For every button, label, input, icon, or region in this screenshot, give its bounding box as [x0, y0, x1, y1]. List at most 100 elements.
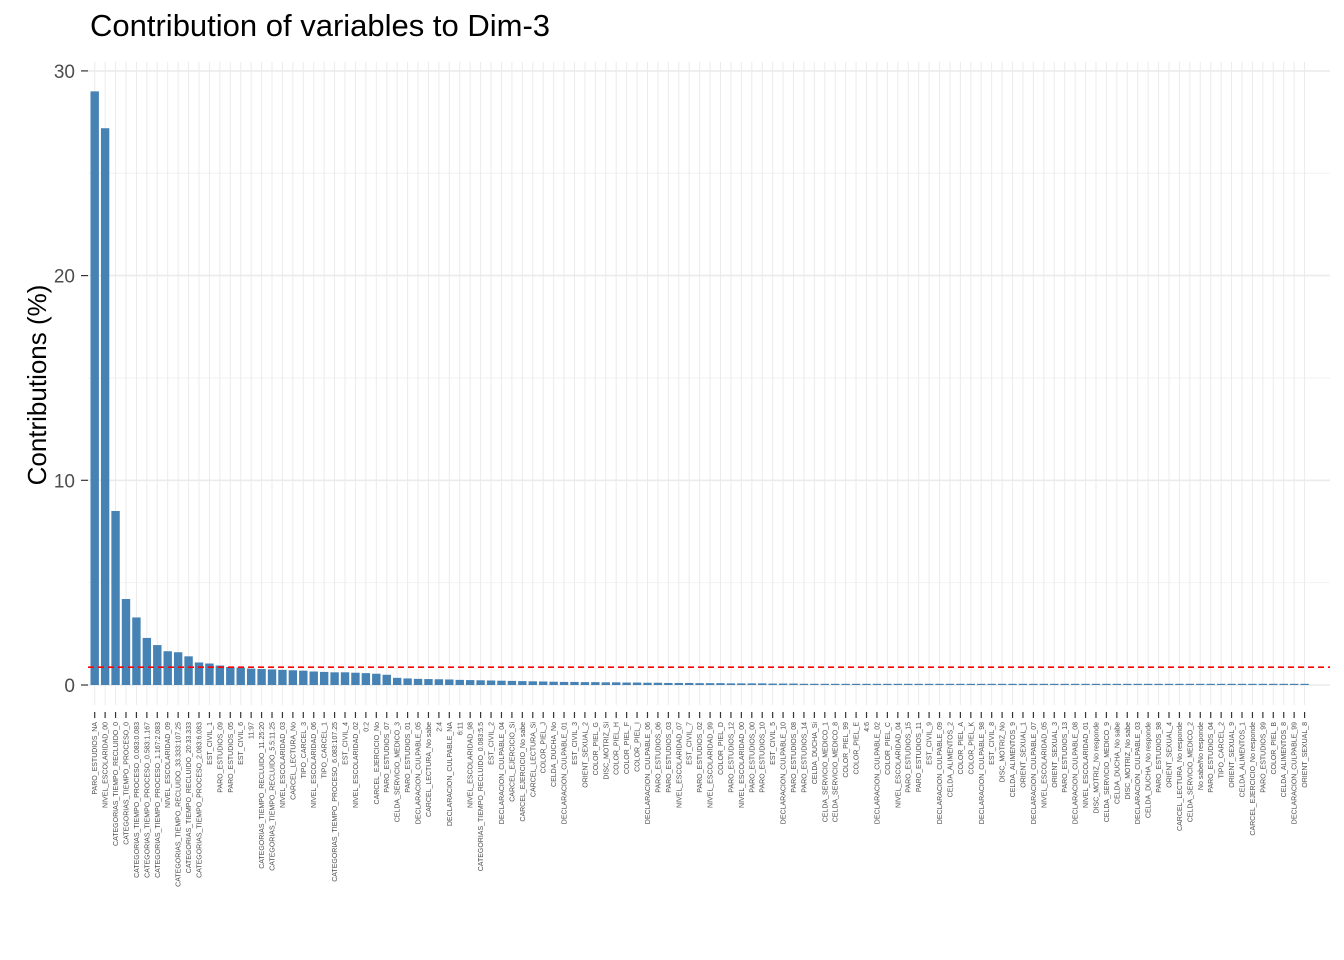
bar [737, 683, 746, 685]
x-tick-label: COLOR_PIEL_A [958, 722, 965, 775]
bar [153, 645, 162, 685]
bar [893, 683, 903, 685]
bar [862, 683, 871, 685]
bar [653, 682, 663, 685]
x-tick-label: COLOR_PIEL_99 [843, 722, 850, 778]
x-tick-label: NIVEL_ESCOLARIDAD_06 [311, 722, 318, 808]
bar [1039, 683, 1049, 685]
x-tick-label: CARCEL_LECTURA_Si [530, 722, 537, 798]
x-tick-label: DECLARACION_CULPABLE_04 [499, 722, 506, 824]
x-tick-label: DISC_MOTRIZ_No responde [1093, 722, 1100, 814]
x-tick-label: CELDA_DUCHA_Si [812, 722, 819, 785]
x-tick-label: EST_CIVIL_5 [770, 722, 777, 765]
bar [486, 680, 496, 685]
bar [1133, 683, 1142, 685]
x-tick-label: PARO_ESTUDIOS_00 [749, 722, 756, 793]
x-tick-label: CELDA_SERVICIO_MEDICO_2 [1187, 722, 1194, 822]
x-tick-label: NIVEL_ESCOLARIDAD_02 [353, 722, 360, 808]
x-tick-label: DECLARACION_CULPABLE_01 [562, 722, 569, 824]
x-tick-label: ORIENT_SEXUAL_9 [1229, 722, 1236, 788]
bar [914, 683, 923, 685]
x-tick-label: CELDA_DUCHA_No responde [1146, 722, 1153, 818]
x-tick-label: PARO_ESTUDIOS_02 [697, 722, 704, 793]
x-tick-label: PARO_ESTUDIOS_01 [405, 722, 412, 793]
bar [173, 652, 183, 685]
x-tick-label: PARO_ESTUDIOS_98 [1156, 722, 1163, 793]
bar [413, 678, 423, 685]
x-tick-label: NIVEL_ESCOLARIDAD_98 [468, 722, 475, 808]
bar [1102, 683, 1111, 685]
bar [1300, 683, 1309, 685]
bar [257, 669, 266, 685]
x-tick-label: PARO_ESTUDIOS_11 [916, 722, 923, 792]
x-tick-label: COLOR_PIEL_K [968, 722, 975, 775]
bar [580, 682, 590, 685]
bar [559, 681, 569, 685]
x-tick-label: CATEGORIAS_TIEMPO_PROCESO_6.083:107.25 [332, 722, 339, 882]
bar-layer [90, 91, 1309, 686]
bar [987, 683, 996, 685]
x-tick-label: PARO_ESTUDIOS_15 [906, 722, 913, 793]
bar [392, 677, 402, 685]
bar [434, 679, 444, 685]
bar [820, 683, 829, 685]
bar [685, 682, 694, 685]
bar [632, 682, 642, 685]
x-tick-label: COLOR_PIEL_E [854, 722, 861, 775]
bar [299, 670, 308, 685]
x-tick-label: CELDA_SERVICIO_MEDICO_3 [395, 722, 402, 822]
bar [935, 683, 944, 685]
bar [455, 679, 464, 685]
x-tick-label: DECLARACION_CULPABLE_06 [645, 722, 652, 824]
y-axis-title: Contributions (%) [22, 285, 52, 486]
bar [591, 682, 600, 685]
bar [768, 683, 777, 685]
bar [340, 672, 350, 685]
x-tick-label: EST_CIVIL_7 [687, 722, 694, 765]
x-tick-label: DECLARACION_CULPABLE_10 [781, 722, 788, 824]
bar [1018, 683, 1028, 685]
bar [236, 667, 245, 685]
x-tick-label: DECLARACION_CULPABLE_03 [1135, 722, 1142, 824]
bar [194, 662, 204, 685]
x-tick-label: COLOR_PIEL_G [593, 722, 600, 775]
x-tick-label: CATEGORIAS_TIEMPO_RECLUIDO_33.333:107.25 [176, 722, 183, 887]
x-tick-label: DECLARACION_CULPABLE_02 [874, 722, 881, 824]
bar [424, 679, 433, 685]
x-tick-label: CELDA_ALIMENTOS_8 [1281, 722, 1288, 797]
x-tick-label: PARO_ESTUDIOS_NA [92, 722, 99, 795]
bar [1143, 683, 1153, 685]
bar [1029, 683, 1038, 685]
x-axis: PARO_ESTUDIOS_NA NIVEL_ESCOLARIDAD_00 CATE… [92, 712, 1309, 887]
y-tick-label: 20 [54, 267, 75, 288]
x-tick-label: EST_CIVIL_3 [572, 722, 579, 765]
bar [1279, 683, 1288, 685]
bar [601, 682, 610, 685]
bar [831, 683, 840, 685]
x-tick-label: ORIENT_SEXUAL_1 [1020, 722, 1027, 788]
x-tick-label: PARO_ESTUDIOS_99 [1260, 722, 1267, 793]
bar [476, 680, 485, 685]
x-tick-label: EST_CIVIL_4 [343, 722, 350, 765]
bar [705, 683, 715, 685]
x-tick-label: CATEGORIAS_TIEMPO_RECLUIDO_0 [113, 722, 120, 846]
bar [622, 682, 631, 685]
x-tick-label: NIVEL_ESCOLARIDAD_99 [708, 722, 715, 808]
chart-title: Contribution of variables to Dim-3 [90, 8, 551, 43]
x-tick-label: CARCEL_LECTURA_No responde [1177, 722, 1184, 831]
bar [570, 681, 579, 685]
x-tick-label: CARCEL_EJERCICIO_No [374, 722, 381, 805]
bar [872, 683, 882, 685]
bar [945, 683, 955, 685]
x-tick-label: PARO_ESTUDIOS_06 [655, 722, 662, 793]
bar [121, 599, 131, 685]
x-tick-label: CATEGORIAS_TIEMPO_PROCESO_0 [123, 722, 130, 845]
x-tick-label: CATEGORIAS_TIEMPO_RECLUIDO_0.083:5.5 [478, 722, 485, 871]
bar [549, 681, 558, 685]
x-tick-label: EST_CIVIL_6 [238, 722, 245, 765]
x-tick-label: DISC_MOTRIZ_Si [603, 722, 610, 780]
x-tick-label: PARO_ESTUDIOS_07 [384, 722, 391, 793]
x-tick-label: EST_CIVIL_8 [989, 722, 996, 765]
bar [1123, 683, 1132, 685]
bar [330, 672, 339, 685]
